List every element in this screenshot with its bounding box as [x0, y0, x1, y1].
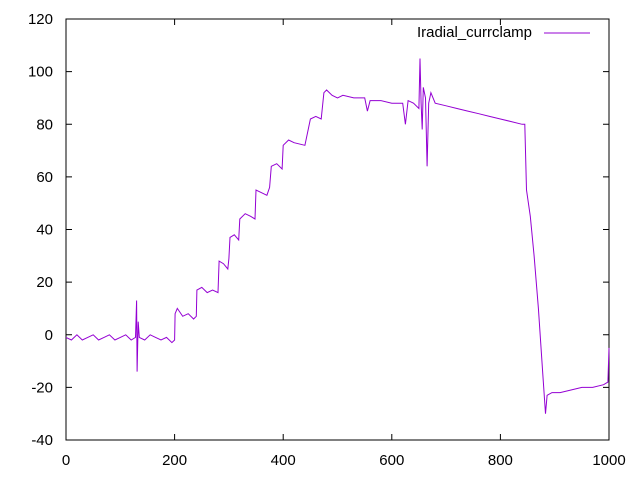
- y-tick-label: 60: [36, 169, 53, 186]
- x-tick-label: 800: [488, 452, 513, 469]
- y-tick-label: -40: [31, 432, 53, 449]
- y-tick-label: 40: [36, 222, 53, 239]
- series-line-iradial-currclamp: [65, 58, 610, 414]
- x-tick-label: 600: [379, 452, 404, 469]
- y-tick-label: 80: [36, 116, 53, 133]
- plot-border: [65, 18, 610, 441]
- x-tick-label: 1000: [592, 452, 625, 469]
- x-tick-label: 0: [62, 452, 70, 469]
- x-tick-label: 400: [271, 452, 296, 469]
- y-tick-label: 20: [36, 274, 53, 291]
- legend-label: Iradial_currclamp: [417, 24, 532, 41]
- y-tick-label: -20: [31, 379, 53, 396]
- x-tick-label: 200: [162, 452, 187, 469]
- y-tick-label: 120: [28, 11, 53, 28]
- y-tick-label: 100: [28, 64, 53, 81]
- y-tick-label: 0: [45, 327, 53, 344]
